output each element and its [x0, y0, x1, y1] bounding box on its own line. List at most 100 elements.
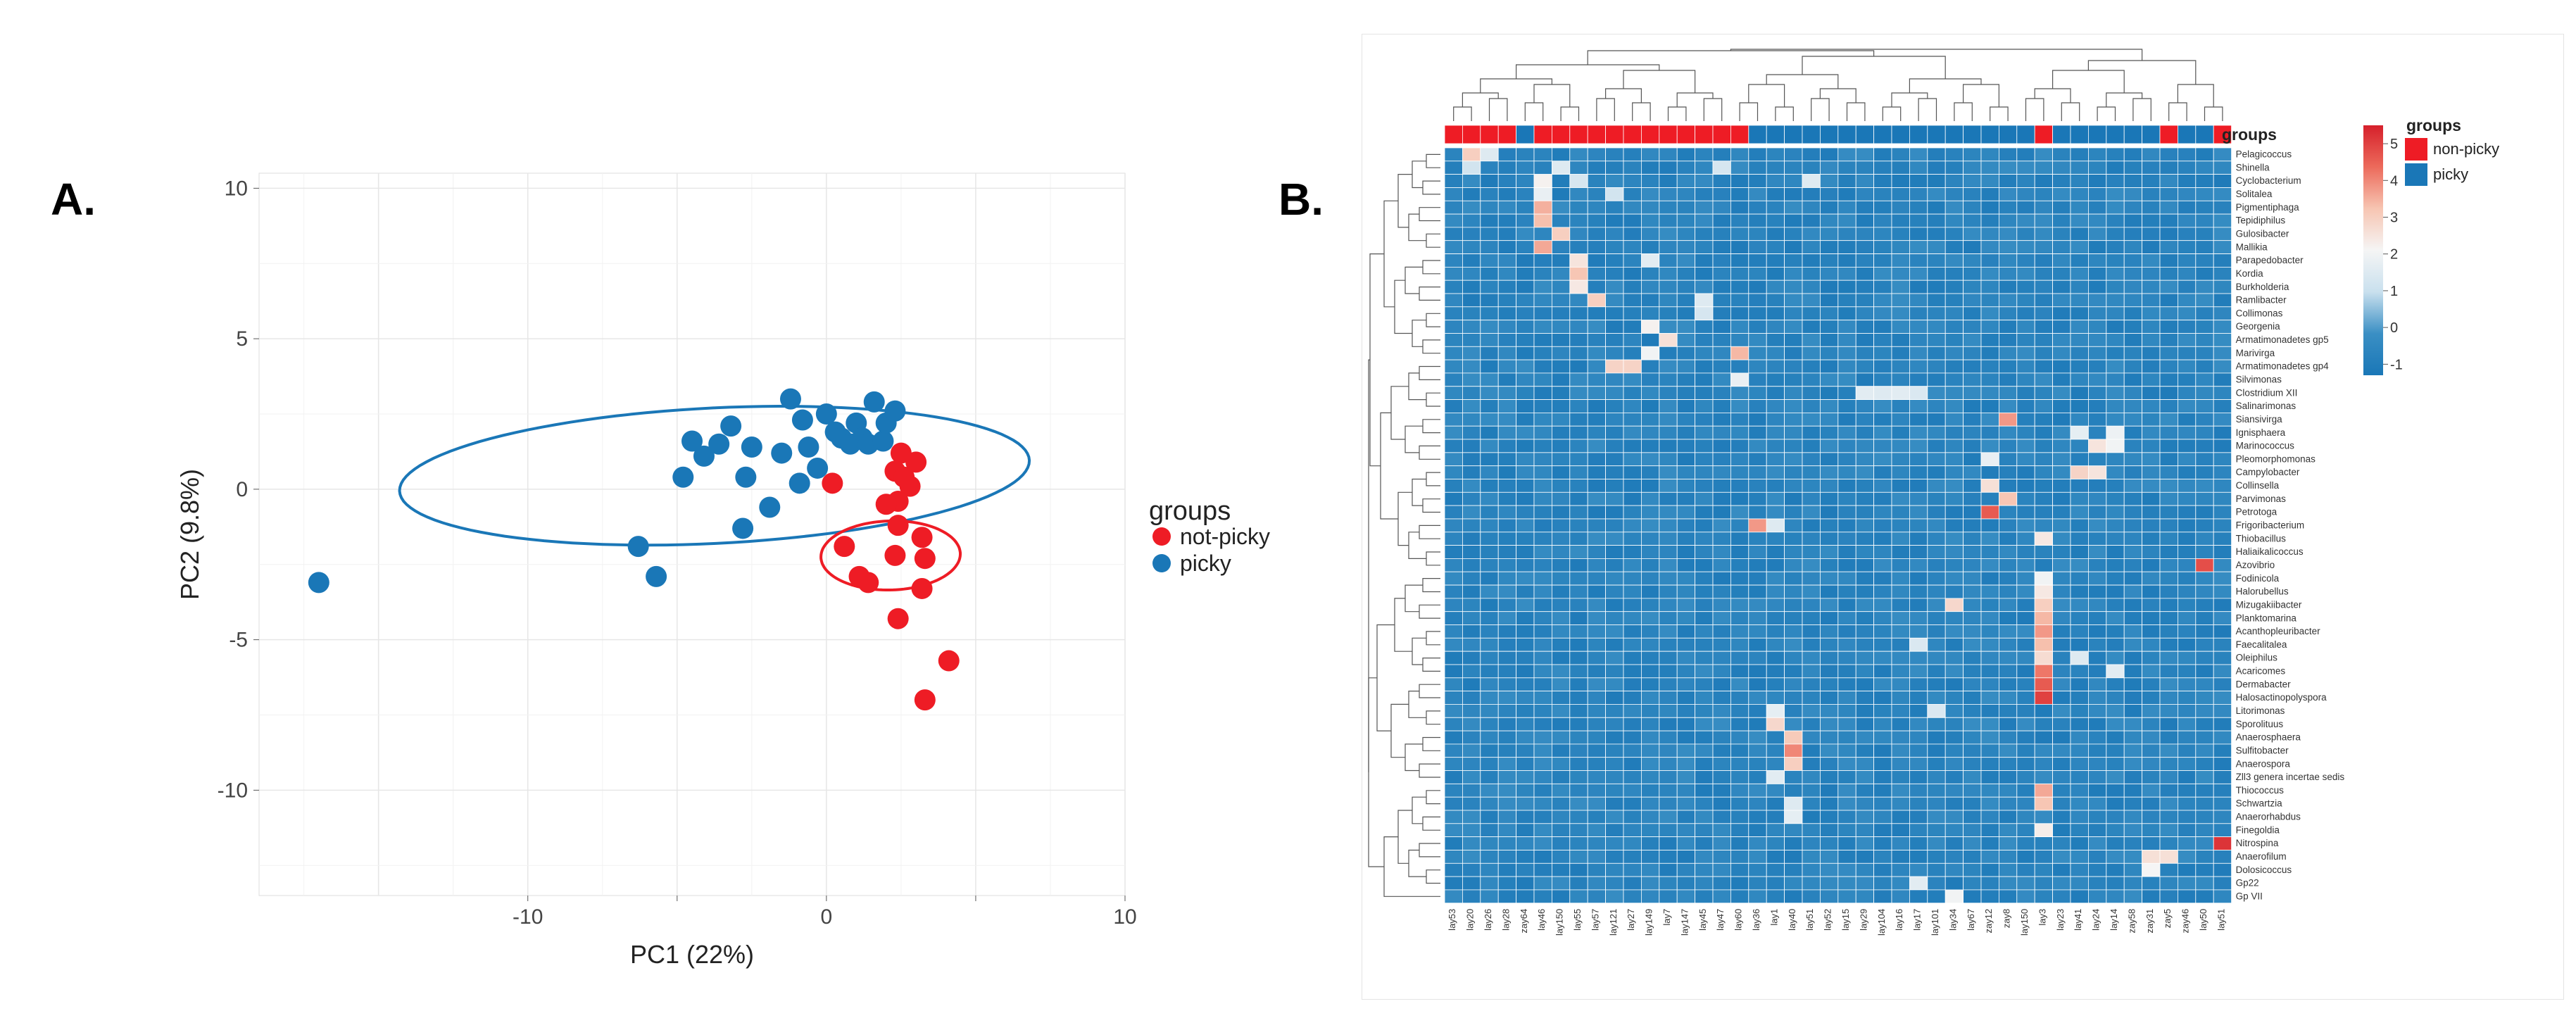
row-label: Marinococcus [2236, 441, 2295, 451]
heatmap-cell [1533, 174, 1552, 188]
heatmap-cell [2142, 425, 2161, 440]
heatmap-cell [1927, 862, 1946, 877]
heatmap-cell [1551, 651, 1571, 665]
heatmap-cell [1766, 147, 1785, 162]
heatmap-cell [1873, 532, 1892, 546]
heatmap-cell [2142, 413, 2161, 427]
heatmap-cell [1462, 320, 1481, 334]
heatmap-cell [1712, 386, 1731, 400]
heatmap-cell [2106, 174, 2125, 188]
heatmap-cell [1640, 187, 1660, 201]
heatmap-cell [1676, 213, 1695, 228]
heatmap-cell [1766, 333, 1785, 347]
heatmap-cell [1998, 889, 2018, 904]
heatmap-cell [1605, 306, 1624, 320]
heatmap-cell [1927, 558, 1946, 572]
heatmap-cell [1837, 637, 1856, 652]
heatmap-cell [1712, 293, 1731, 308]
heatmap-cell [1533, 253, 1552, 268]
heatmap-cell [2213, 850, 2232, 864]
heatmap-cell [1569, 532, 1588, 546]
heatmap-cell [1551, 266, 1571, 281]
heatmap-cell [1462, 346, 1481, 360]
row-label: Cyclobacterium [2236, 175, 2301, 186]
heatmap-cell [1533, 770, 1552, 784]
heatmap-cell [1748, 598, 1767, 613]
heatmap-cell [1909, 558, 1928, 572]
heatmap-cell [1730, 704, 1749, 718]
heatmap-cell [1927, 505, 1946, 520]
row-label: Solitalea [2236, 189, 2273, 199]
heatmap-cell [1516, 266, 1535, 281]
heatmap-cell [1444, 558, 1463, 572]
heatmap-cell [1695, 200, 1714, 215]
heatmap-cell [1980, 187, 1999, 201]
heatmap-cell [1802, 465, 1821, 479]
dendrogram-branch [1605, 88, 1642, 103]
heatmap-cell [1444, 717, 1463, 731]
heatmap-cell [2070, 372, 2089, 387]
heatmap-cell [1819, 518, 1839, 533]
heatmap-cell [1462, 306, 1481, 320]
heatmap-cell [2142, 491, 2161, 506]
heatmap-cell [1998, 810, 2018, 824]
row-label: Oleiphilus [2236, 653, 2278, 663]
heatmap-cell [1587, 743, 1606, 758]
heatmap-cell [2213, 413, 2232, 427]
heatmap-cell [2195, 624, 2214, 639]
heatmap-cell [1802, 730, 1821, 745]
heatmap-cell [1980, 810, 1999, 824]
heatmap-cell [1462, 664, 1481, 679]
dendrogram-branch [1426, 551, 1440, 566]
heatmap-cell [1497, 253, 1516, 268]
heatmap-cell [1640, 823, 1660, 838]
heatmap-cell [1712, 518, 1731, 533]
heatmap-cell [1444, 266, 1463, 281]
heatmap-cell [1891, 784, 1910, 798]
heatmap-cell [2087, 836, 2107, 850]
heatmap-cell [1784, 266, 1803, 281]
heatmap-cell [1802, 584, 1821, 599]
heatmap-cell [1784, 147, 1803, 162]
heatmap-cell [1730, 253, 1749, 268]
heatmap-cell [2052, 346, 2071, 360]
heatmap-cell [2070, 413, 2089, 427]
heatmap-cell [1855, 200, 1874, 215]
column-label: lay50 [2198, 909, 2209, 931]
heatmap-cell [1587, 306, 1606, 320]
heatmap-cell [2177, 187, 2197, 201]
heatmap-cell [2123, 518, 2142, 533]
heatmap-cell [1998, 730, 2018, 745]
heatmap-cell [1444, 796, 1463, 811]
heatmap-cell [1533, 439, 1552, 453]
heatmap-cell [1748, 200, 1767, 215]
heatmap-cell [1569, 333, 1588, 347]
heatmap-cell [2142, 465, 2161, 479]
heatmap-cell [1659, 452, 1678, 467]
heatmap-cell [1963, 677, 1982, 691]
heatmap-cell [2195, 889, 2214, 904]
heatmap-cell [2087, 174, 2107, 188]
heatmap-cell [1891, 359, 1910, 374]
heatmap-cell [1480, 810, 1499, 824]
heatmap-cell [1712, 611, 1731, 625]
heatmap-cell [2016, 770, 2035, 784]
heatmap-cell [2052, 386, 2071, 400]
heatmap-cell [1712, 571, 1731, 586]
heatmap-cell [1748, 174, 1767, 188]
heatmap-cell [1730, 598, 1749, 613]
heatmap-cell [1944, 372, 1964, 387]
heatmap-cell [2123, 213, 2142, 228]
heatmap-cell [1944, 479, 1964, 493]
heatmap-cell [2070, 200, 2089, 215]
heatmap-cell [1819, 784, 1839, 798]
heatmap-cell [1944, 823, 1964, 838]
heatmap-cell [2052, 810, 2071, 824]
heatmap-cell [1676, 465, 1695, 479]
heatmap-cell [2070, 280, 2089, 294]
heatmap-cell [1497, 200, 1516, 215]
heatmap-cell [1730, 465, 1749, 479]
heatmap-cell [1909, 386, 1928, 400]
heatmap-cell [1623, 439, 1642, 453]
heatmap-cell [1927, 784, 1946, 798]
